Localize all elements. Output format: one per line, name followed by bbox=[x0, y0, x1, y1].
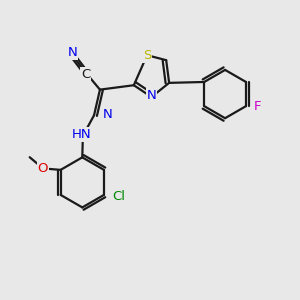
Text: C: C bbox=[81, 68, 90, 81]
Text: O: O bbox=[38, 162, 48, 175]
Text: HN: HN bbox=[72, 128, 91, 141]
Text: N: N bbox=[68, 46, 77, 59]
Text: S: S bbox=[143, 49, 151, 62]
Text: F: F bbox=[254, 100, 262, 112]
Text: Cl: Cl bbox=[112, 190, 125, 203]
Text: N: N bbox=[147, 89, 156, 102]
Text: N: N bbox=[102, 108, 112, 121]
